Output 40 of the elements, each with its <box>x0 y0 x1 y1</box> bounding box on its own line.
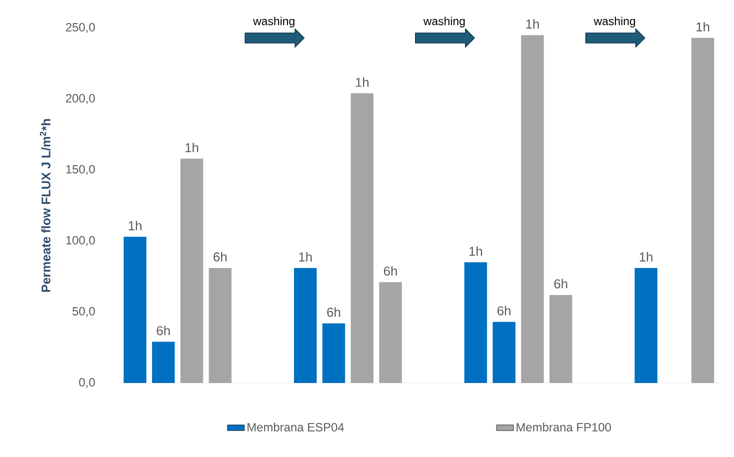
bar <box>691 38 714 383</box>
annotation: 6h <box>498 306 510 316</box>
annotation: 1h <box>526 19 539 29</box>
annotation: 1h <box>128 220 142 230</box>
annotation: 6h <box>156 326 170 336</box>
annotation: 1h <box>186 142 198 152</box>
bar <box>492 322 516 383</box>
bar <box>152 342 175 383</box>
bar <box>634 268 658 383</box>
y-tick-label: 0,0 <box>79 378 95 388</box>
y-tick-label: 250,0 <box>66 23 95 33</box>
annotation: 6h <box>214 252 227 262</box>
text: washing <box>253 16 294 28</box>
bar <box>464 262 488 383</box>
annotation: 1h <box>640 252 652 262</box>
text: washing <box>423 16 465 28</box>
annotation: 1h <box>696 22 710 32</box>
annotation: 6h <box>554 278 568 288</box>
annotation: 6h <box>384 266 397 276</box>
legend-label: Membrana FP100 <box>516 422 611 432</box>
bar <box>124 236 146 383</box>
bar <box>208 268 232 383</box>
annotation: 1h <box>356 77 368 87</box>
bar <box>521 35 544 383</box>
y-axis-title: Permeate flow FLUX J L/m$^{2}$*h <box>40 119 51 292</box>
text: washing <box>594 16 636 28</box>
annotation: 6h <box>327 307 340 317</box>
y-tick-label: 50,0 <box>72 307 95 317</box>
bar <box>294 268 317 383</box>
bar <box>379 282 402 383</box>
bar <box>322 323 346 383</box>
bar <box>549 294 572 383</box>
bar <box>180 158 204 383</box>
y-tick-label: 150,0 <box>66 165 95 175</box>
y-tick-label: 200,0 <box>66 94 95 104</box>
annotation: 1h <box>469 246 482 256</box>
bar <box>350 93 374 383</box>
annotation: 1h <box>299 252 312 262</box>
legend-label: Membrana ESP04 <box>248 422 344 432</box>
y-tick-label: 100,0 <box>66 236 95 246</box>
